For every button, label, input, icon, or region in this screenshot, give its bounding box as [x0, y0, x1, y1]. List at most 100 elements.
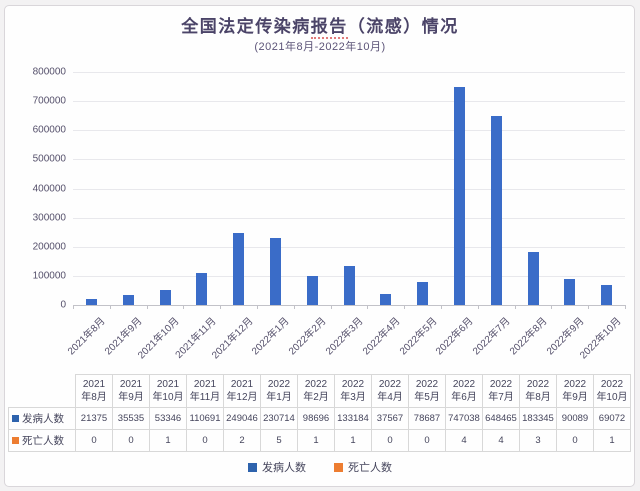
- table-cell: 0: [408, 429, 446, 452]
- bar-发病人数-2022年3月: [343, 266, 355, 305]
- series-swatch-icon: [12, 415, 19, 422]
- x-axis-tick: [293, 305, 295, 309]
- table-cell: 249046: [223, 407, 261, 430]
- x-axis-tick: [625, 305, 626, 309]
- bar-发病人数-2021年8月: [85, 298, 97, 305]
- chart-title: 全国法定传染病报告（流感）情况: [0, 12, 640, 39]
- bar-发病人数-2022年5月: [417, 282, 429, 305]
- table-row: 死亡人数 0 0 1 0 2 5 1 1 0 0 4 4 3 0 1: [8, 429, 631, 452]
- table-column-header: 2022 年2月: [297, 374, 335, 408]
- table-cell: 4: [445, 429, 483, 452]
- legend-item: 发病人数: [248, 459, 306, 475]
- gridline: [73, 159, 625, 161]
- gridline: [73, 246, 625, 248]
- table-cell: 78687: [408, 407, 446, 430]
- table-cell: 110691: [186, 407, 224, 430]
- x-axis-tick: [109, 305, 111, 309]
- gridline: [73, 130, 625, 132]
- chart-subtitle: (2021年8月-2022年10月): [254, 41, 386, 53]
- x-axis-tick: [220, 305, 222, 309]
- bar-发病人数-2021年12月: [233, 232, 245, 305]
- x-axis-tick: [330, 305, 332, 309]
- gridline: [73, 72, 625, 73]
- table-cell: 0: [75, 429, 113, 452]
- bar-发病人数-2022年2月: [306, 276, 318, 305]
- table-column-header: 2021 年12月: [223, 374, 261, 408]
- bar-发病人数-2022年6月: [453, 87, 465, 305]
- title-prefix: 全国法定传染病: [181, 17, 311, 36]
- table-cell: 648465: [482, 407, 520, 430]
- table-row-header: 发病人数: [8, 407, 76, 430]
- table-column-header: 2022 年5月: [408, 374, 446, 408]
- legend-swatch-icon: [248, 462, 257, 472]
- x-axis-tick: [404, 305, 406, 309]
- gridline: [73, 217, 625, 219]
- gridline: [73, 101, 625, 103]
- table-column-header: 2021 年11月: [186, 374, 224, 408]
- table-cell: 4: [482, 429, 520, 452]
- table-column-header: 2022 年8月: [519, 374, 557, 408]
- chart-legend: 发病人数 死亡人数: [0, 459, 640, 475]
- title-suffix: （流感）情况: [347, 17, 459, 36]
- x-axis-tick: [183, 305, 185, 309]
- table-cell: 90089: [556, 407, 594, 430]
- bar-发病人数-2022年8月: [527, 251, 539, 305]
- x-axis-tick: [441, 305, 442, 309]
- x-axis-tick: [551, 305, 553, 309]
- x-axis-tick: [146, 305, 148, 309]
- y-axis-label: 300000: [32, 212, 66, 224]
- table-column-header: 2022 年4月: [371, 374, 409, 408]
- x-axis-tick: [514, 305, 516, 309]
- table-column-header: 2022 年6月: [445, 374, 483, 408]
- y-axis-label: 400000: [32, 183, 66, 194]
- table-cell: 0: [112, 429, 150, 452]
- x-axis-tick: [257, 305, 258, 309]
- bar-发病人数-2021年9月: [122, 294, 134, 305]
- table-cell: 0: [371, 429, 409, 452]
- x-axis-tick: [477, 305, 479, 309]
- table-column-header: 2022 年7月: [482, 374, 520, 408]
- y-axis-label: 700000: [32, 95, 66, 107]
- title-underlined-word: 报告: [310, 17, 348, 39]
- x-axis-tick: [367, 305, 369, 309]
- y-axis-label: 200000: [32, 241, 66, 253]
- table-column-header: 2022 年1月: [260, 374, 298, 408]
- table-cell: 133184: [334, 407, 372, 430]
- table-column-header: 2022 年3月: [334, 374, 372, 408]
- table-column-header: 2022 年9月: [556, 374, 594, 408]
- bar-发病人数-2022年10月: [601, 284, 613, 305]
- series-swatch-icon: [12, 437, 19, 444]
- table-cell: 1: [593, 429, 631, 452]
- table-cell: 5: [260, 429, 298, 452]
- table-row: 发病人数 21375 35535 53346 110691 249046 230714 986…: [8, 407, 631, 430]
- table-column-header: 2021 年8月: [75, 374, 113, 408]
- bar-发病人数-2022年1月: [269, 237, 281, 305]
- table-corner-cell: [9, 375, 76, 408]
- bar-发病人数-2022年9月: [564, 278, 576, 305]
- table-cell: 53346: [149, 407, 187, 430]
- table-cell: 0: [186, 429, 224, 452]
- bar-发病人数-2022年4月: [380, 294, 392, 305]
- table-cell: 1: [149, 429, 187, 452]
- table-cell: 37567: [371, 407, 409, 430]
- table-cell: 1: [297, 429, 335, 452]
- table-column-header: 2021 年9月: [112, 374, 150, 408]
- table-cell: 0: [556, 429, 594, 452]
- legend-label: 发病人数: [262, 462, 306, 474]
- table-column-header: 2021 年10月: [149, 374, 187, 408]
- table-cell: 3: [519, 429, 557, 452]
- x-axis-tick: [73, 305, 74, 309]
- gridline: [73, 188, 625, 190]
- table-cell: 35535: [112, 407, 150, 430]
- table-cell: 21375: [75, 407, 113, 430]
- x-axis-line: [73, 305, 625, 306]
- bar-发病人数-2021年10月: [159, 289, 171, 305]
- legend-item: 死亡人数: [334, 459, 392, 475]
- y-axis-label: 0: [60, 299, 66, 311]
- table-cell: 69072: [593, 407, 631, 430]
- y-axis-label: 500000: [32, 153, 66, 165]
- bar-发病人数-2021年11月: [196, 272, 208, 305]
- table-cell: 183345: [519, 407, 557, 430]
- data-table: 2021 年8月 2021 年9月 2021 年10月 2021 年11月 2021 年12月 20…: [8, 374, 631, 452]
